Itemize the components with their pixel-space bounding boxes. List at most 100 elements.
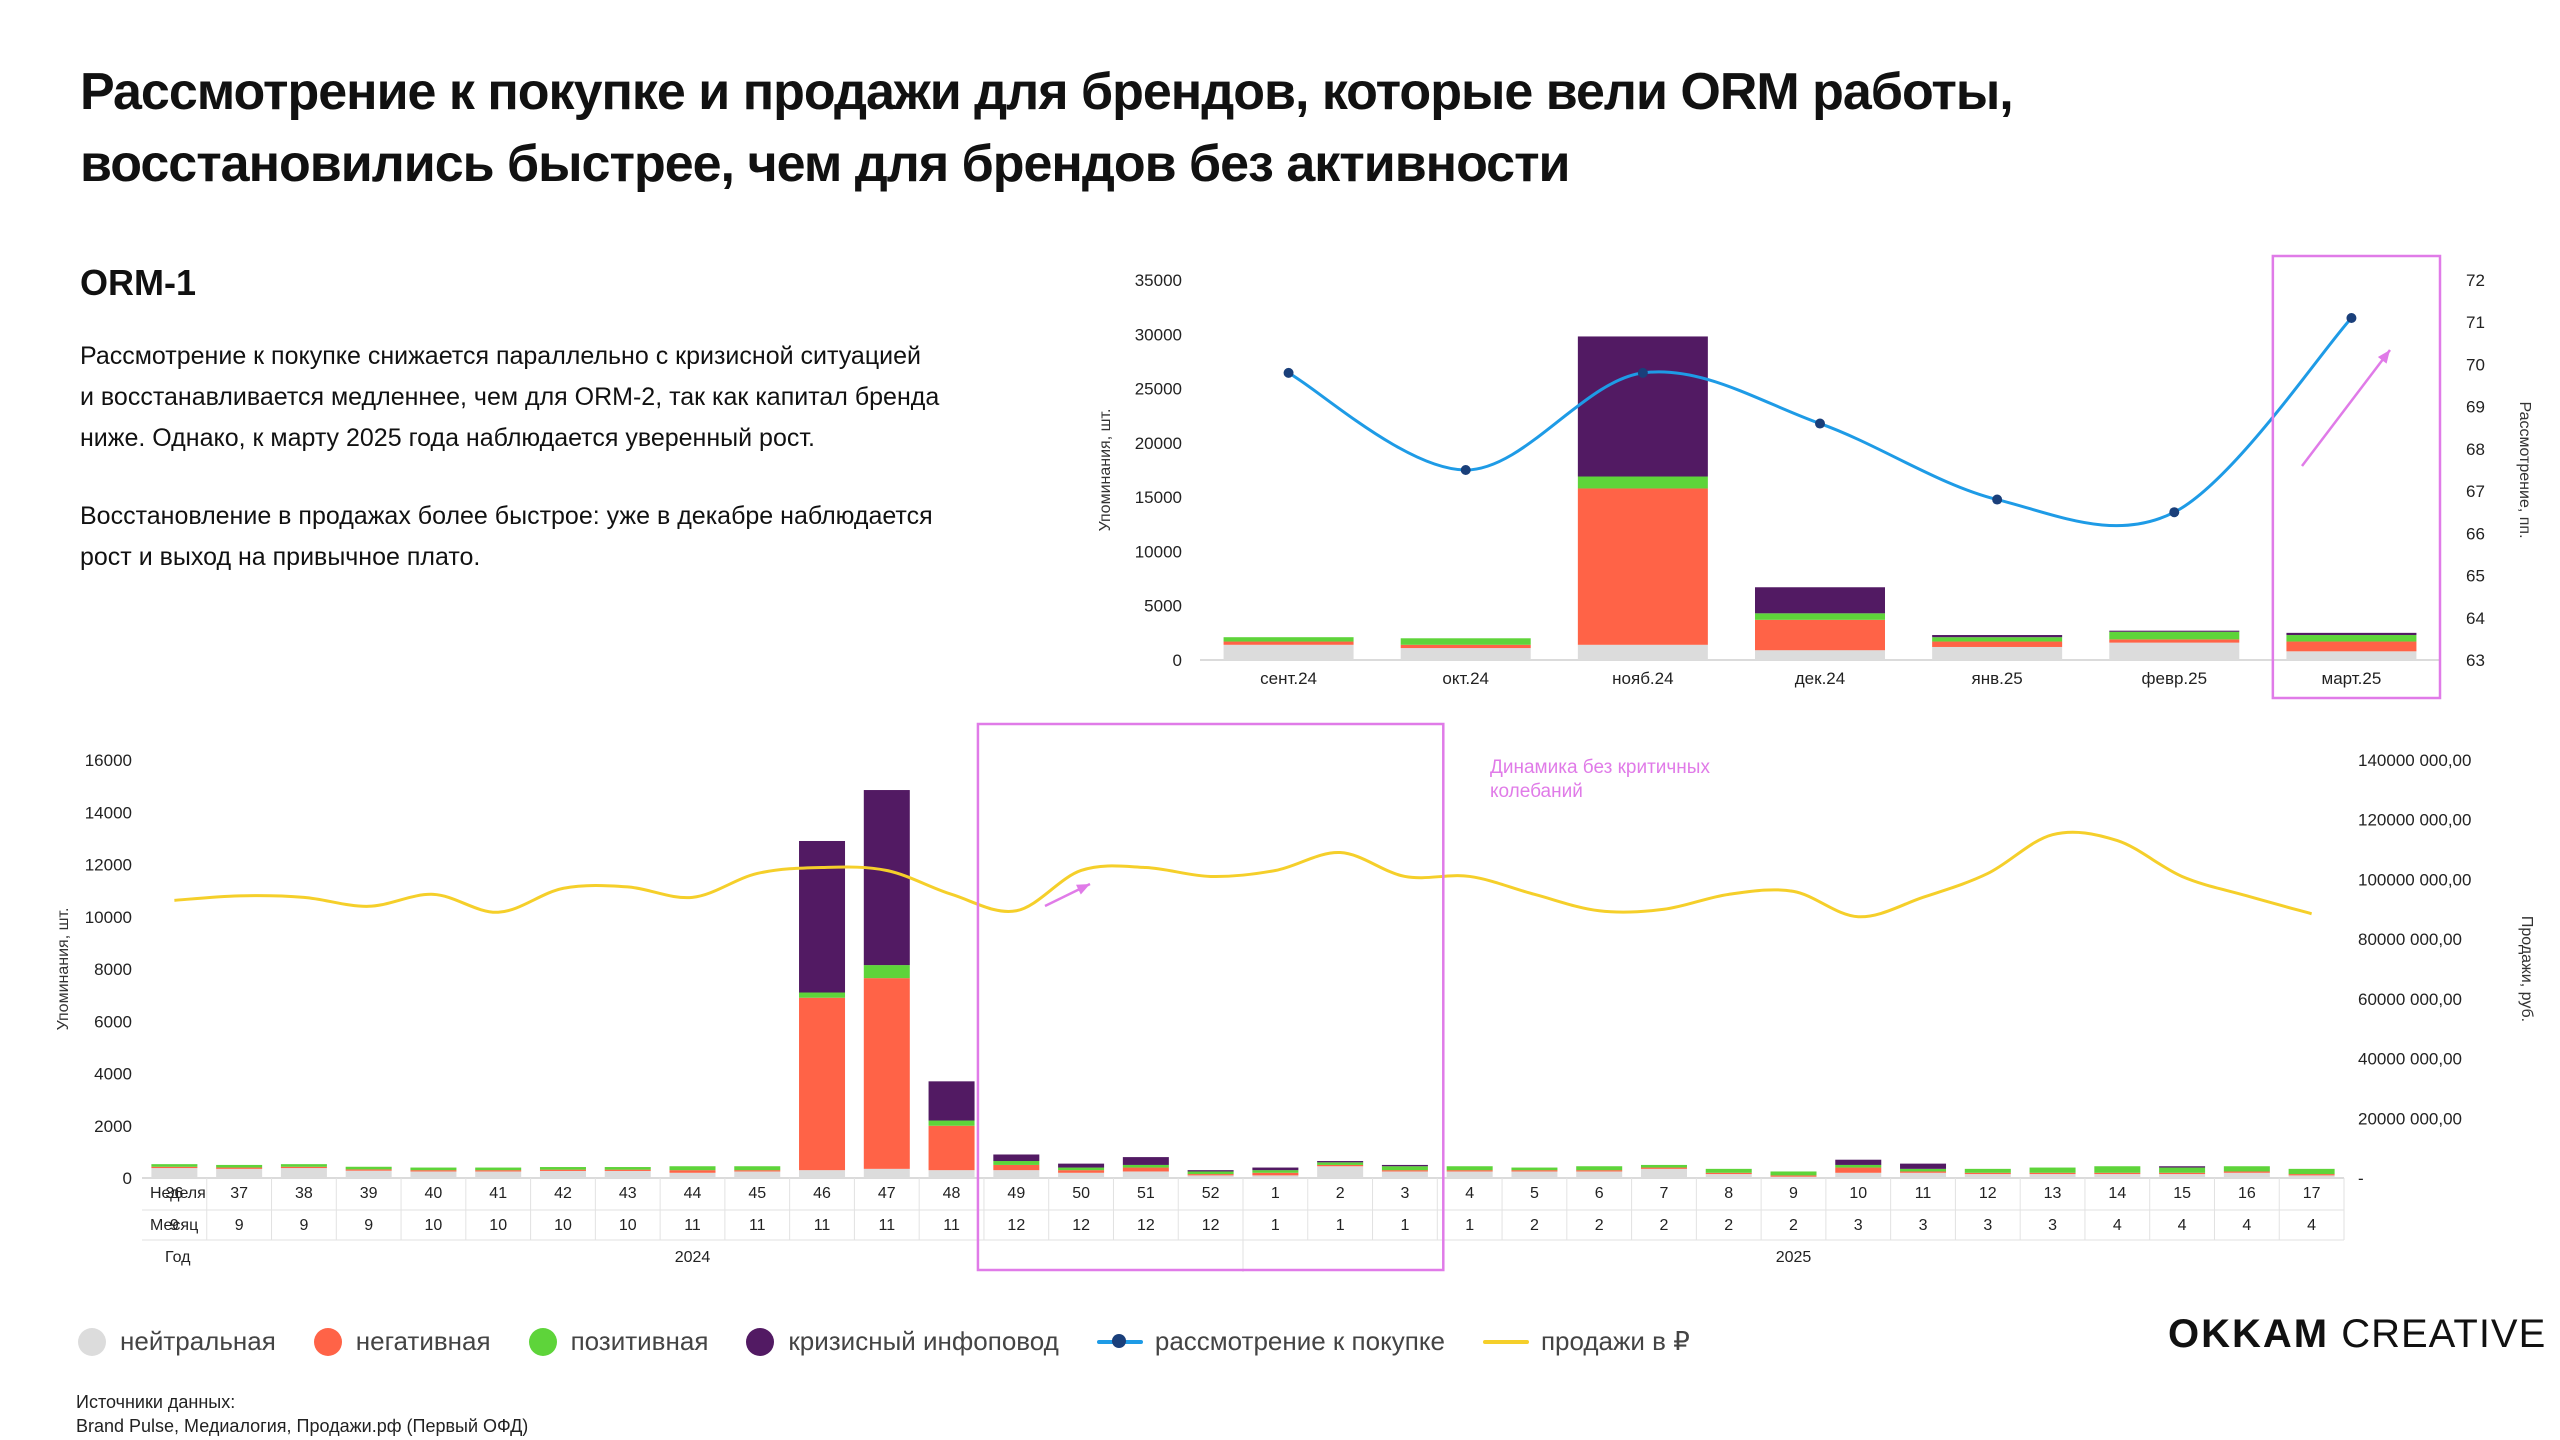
month-tick-label: 10 xyxy=(425,1217,443,1234)
top-y-tick-label: 15000 xyxy=(1135,488,1182,507)
month-tick-label: 12 xyxy=(1007,1217,1025,1234)
paragraph-line: и восстанавливается медленнее, чем для O… xyxy=(80,383,940,411)
top-y-tick-label: 5000 xyxy=(1144,597,1182,616)
bottom-bar-segment xyxy=(1900,1163,1947,1169)
bottom-y-right-tick-label: 100000 000,00 xyxy=(2358,870,2471,889)
week-tick-label: 43 xyxy=(619,1185,637,1202)
top-x-tick-label: окт.24 xyxy=(1442,669,1489,688)
consideration-point xyxy=(1283,367,1294,378)
top-x-tick-label: февр.25 xyxy=(2142,669,2208,688)
bottom-bar-segment xyxy=(151,1164,198,1167)
bottom-bar-segment xyxy=(1187,1170,1234,1172)
bottom-bar-segment xyxy=(1835,1167,1882,1173)
consideration-point xyxy=(1460,465,1471,475)
month-tick-label: 11 xyxy=(814,1217,831,1234)
bottom-bar-segment xyxy=(1705,1168,1752,1173)
top-y-tick-label: 30000 xyxy=(1135,325,1182,344)
week-tick-label: 51 xyxy=(1137,1185,1155,1202)
legend: нейтральная негативная позитивная кризис… xyxy=(78,1326,1728,1357)
legend-swatch xyxy=(746,1327,775,1356)
month-tick-label: 4 xyxy=(2307,1217,2316,1234)
week-tick-label: 5 xyxy=(1530,1185,1539,1202)
bottom-bar-segment xyxy=(1058,1163,1105,1168)
bottom-bar-segment xyxy=(1640,1167,1687,1169)
page-title: Рассмотрение к покупке и продажи для бре… xyxy=(80,56,2380,200)
top-y-right-tick-label: 66 xyxy=(2466,524,2485,543)
bottom-bar-segment xyxy=(1705,1174,1752,1178)
consideration-point xyxy=(2346,313,2357,323)
brand-logo: OKKAM CREATIVE xyxy=(2168,1312,2546,1357)
bottom-bar-segment xyxy=(1835,1164,1882,1168)
bottom-bar-segment xyxy=(2159,1166,2206,1168)
bottom-bar-segment xyxy=(799,992,846,998)
title-line-1: Рассмотрение к покупке и продажи для бре… xyxy=(80,63,2014,121)
bottom-bar-segment xyxy=(2159,1174,2206,1178)
bottom-y-tick-label: 14000 xyxy=(85,803,132,822)
top-bar-segment xyxy=(1577,476,1708,489)
bottom-bar-segment xyxy=(799,997,846,1171)
bottom-bar-segment xyxy=(734,1171,781,1178)
bottom-bar-segment xyxy=(1640,1168,1687,1178)
bottom-y-tick-label: 16000 xyxy=(85,751,132,770)
top-y-right-axis-title: Рассмотрение, пп. xyxy=(2516,401,2533,538)
top-bar-segment xyxy=(1577,336,1708,477)
bottom-bar-segment xyxy=(410,1167,457,1171)
annotation-text: колебаний xyxy=(1490,781,1583,802)
week-tick-label: 8 xyxy=(1724,1185,1733,1202)
bottom-growth-arrow-head xyxy=(1076,884,1090,895)
week-tick-label: 13 xyxy=(2044,1185,2062,1202)
bottom-bar-segment xyxy=(1317,1166,1364,1178)
bottom-bar-segment xyxy=(1511,1170,1558,1172)
bottom-bar-segment xyxy=(799,1170,846,1178)
week-tick-label: 52 xyxy=(1202,1185,1220,1202)
week-tick-label: 9 xyxy=(1789,1185,1798,1202)
legend-item-positive: позитивная xyxy=(528,1326,708,1357)
bottom-bar-segment xyxy=(1446,1171,1493,1178)
month-tick-label: 10 xyxy=(619,1217,637,1234)
bottom-bar-segment xyxy=(863,965,910,979)
bottom-bar-segment xyxy=(1122,1164,1169,1168)
sales-line xyxy=(174,830,2313,919)
bottom-bar-segment xyxy=(1964,1174,2011,1178)
top-y-right-tick-label: 65 xyxy=(2466,567,2485,586)
bottom-y-right-axis-title: Продажи, руб. xyxy=(2518,916,2535,1022)
week-tick-label: 44 xyxy=(684,1185,702,1202)
top-bar-segment xyxy=(1400,644,1531,649)
bottom-bar-segment xyxy=(2223,1172,2270,1178)
month-tick-label: 1 xyxy=(1465,1217,1474,1234)
bottom-bar-segment xyxy=(1770,1175,1817,1177)
bottom-bar-segment xyxy=(993,1161,1040,1165)
bottom-bar-segment xyxy=(2094,1172,2141,1175)
month-tick-label: 3 xyxy=(1983,1217,1992,1234)
bottom-bar-segment xyxy=(475,1171,522,1178)
week-tick-label: 7 xyxy=(1660,1185,1669,1202)
top-bar-segment xyxy=(1400,648,1531,660)
week-tick-label: 42 xyxy=(554,1185,572,1202)
bottom-y-tick-label: 10000 xyxy=(85,908,132,927)
bottom-bar-segment xyxy=(216,1167,263,1169)
bottom-bar-segment xyxy=(1122,1171,1169,1178)
top-bar-segment xyxy=(1755,619,1885,651)
top-y-tick-label: 35000 xyxy=(1135,271,1182,290)
top-y-tick-label: 25000 xyxy=(1135,380,1182,399)
month-tick-label: 11 xyxy=(943,1217,960,1234)
week-tick-label: 10 xyxy=(1849,1185,1867,1202)
bottom-bar-segment xyxy=(1122,1157,1169,1165)
legend-label: негативная xyxy=(355,1326,491,1356)
bottom-bar-segment xyxy=(2029,1167,2076,1173)
legend-label: продажи в ₽ xyxy=(1540,1326,1690,1356)
bottom-bar-segment xyxy=(1058,1170,1105,1173)
month-tick-label: 2 xyxy=(1660,1217,1669,1234)
year-tick-label: 2025 xyxy=(1776,1249,1812,1266)
bottom-bar-segment xyxy=(1511,1167,1558,1171)
top-x-tick-label: янв.25 xyxy=(1972,669,2023,688)
month-tick-label: 4 xyxy=(2178,1217,2187,1234)
bottom-bar-segment xyxy=(1187,1171,1234,1175)
consideration-point xyxy=(1637,367,1648,378)
bottom-y-right-tick-label: 60000 000,00 xyxy=(2358,990,2462,1009)
bottom-bar-segment xyxy=(1576,1166,1623,1171)
bottom-bar-segment xyxy=(1640,1164,1687,1168)
month-tick-label: 11 xyxy=(749,1217,766,1234)
bottom-bar-segment xyxy=(151,1168,198,1178)
